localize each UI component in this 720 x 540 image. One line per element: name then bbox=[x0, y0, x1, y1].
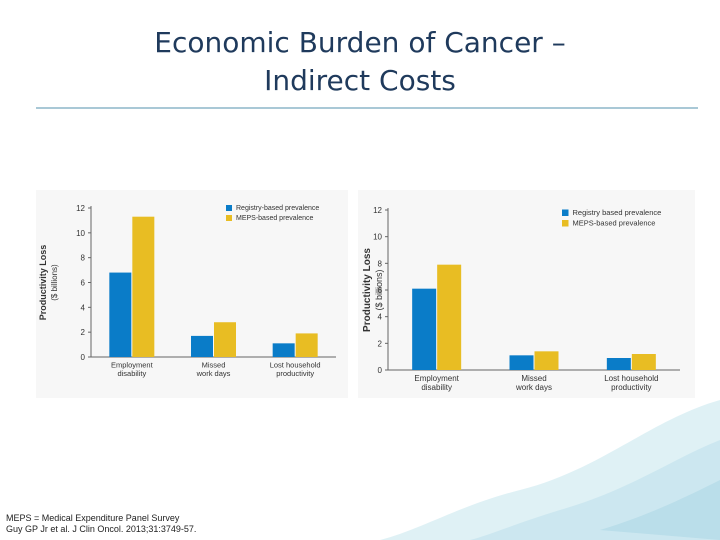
bar-meps bbox=[295, 333, 318, 357]
bar-registry bbox=[606, 358, 631, 370]
bar-meps bbox=[437, 264, 462, 370]
y-tick-label: 0 bbox=[378, 366, 383, 375]
bar-meps bbox=[214, 322, 236, 357]
bar-meps bbox=[631, 354, 656, 370]
x-category-label: Missed bbox=[202, 361, 226, 370]
y-tick-label: 10 bbox=[76, 229, 85, 238]
bar-chart-right-svg: 0 2 4 6 8 10 12 Productivity Loss ($ billions) Em… bbox=[362, 206, 680, 392]
y-tick-label: 6 bbox=[378, 286, 383, 295]
bar-chart-left-svg: 0 2 4 6 8 10 12 Productivity Loss ($ billions) Em… bbox=[38, 204, 336, 378]
legend-swatch bbox=[562, 220, 569, 227]
y-tick-label: 12 bbox=[373, 206, 382, 215]
chart-registry-vs-meps-right: 0 2 4 6 8 10 12 Productivity Loss ($ billions) Em… bbox=[358, 190, 695, 398]
legend-swatch bbox=[562, 209, 569, 216]
y-tick-label: 4 bbox=[378, 313, 383, 322]
bar-registry bbox=[191, 335, 213, 357]
x-category-label: disability bbox=[117, 369, 146, 378]
legend-label: MEPS-based prevalence bbox=[236, 215, 314, 222]
x-category-label: productivity bbox=[611, 383, 651, 392]
x-category-label: productivity bbox=[276, 369, 314, 378]
slide-title-line-1: Economic Burden of Cancer – bbox=[154, 26, 566, 59]
y-axis-unit-label: ($ billions) bbox=[50, 264, 59, 301]
y-tick-label: 0 bbox=[81, 353, 86, 362]
bar-registry bbox=[109, 272, 132, 357]
y-tick-label: 10 bbox=[373, 233, 382, 242]
legend-swatch bbox=[226, 205, 232, 211]
legend-swatch bbox=[226, 215, 232, 221]
y-tick-label: 2 bbox=[378, 339, 383, 348]
x-category-label: Employment bbox=[111, 361, 154, 370]
legend-label: Registry based prevalence bbox=[573, 208, 662, 217]
chart-registry-vs-meps-left: 0 2 4 6 8 10 12 Productivity Loss ($ billions) Em… bbox=[36, 190, 348, 398]
y-tick-label: 4 bbox=[81, 303, 86, 312]
y-axis-unit-label: ($ billions) bbox=[374, 269, 384, 310]
x-category-label: Missed bbox=[521, 374, 546, 383]
y-tick-label: 8 bbox=[378, 259, 383, 268]
y-axis-label: Productivity Loss bbox=[362, 248, 373, 332]
bar-meps bbox=[534, 351, 559, 370]
bar-registry bbox=[509, 355, 534, 370]
x-category-label: Lost household bbox=[270, 361, 321, 370]
x-category-label: disability bbox=[421, 383, 452, 392]
footnote: MEPS = Medical Expenditure Panel Survey … bbox=[6, 513, 196, 535]
footnote-abbreviation: MEPS = Medical Expenditure Panel Survey bbox=[6, 513, 180, 523]
legend-label: MEPS-based prevalence bbox=[573, 219, 656, 228]
y-tick-label: 2 bbox=[81, 328, 86, 337]
footnote-citation: Guy GP Jr et al. J Clin Oncol. 2013;31:3… bbox=[6, 524, 197, 534]
bar-registry bbox=[272, 343, 295, 357]
bar-registry bbox=[412, 288, 437, 370]
legend-label: Registry-based prevalence bbox=[236, 205, 319, 212]
y-tick-label: 6 bbox=[81, 279, 86, 288]
x-category-label: work days bbox=[515, 383, 552, 392]
x-category-label: Lost household bbox=[604, 374, 658, 383]
title-divider bbox=[36, 107, 698, 109]
slide-title-line-2: Indirect Costs bbox=[264, 64, 456, 97]
y-axis-label: Productivity Loss bbox=[38, 245, 48, 321]
x-category-label: Employment bbox=[414, 374, 459, 383]
y-tick-label: 8 bbox=[81, 254, 86, 263]
y-tick-label: 12 bbox=[76, 204, 85, 213]
x-category-label: work days bbox=[196, 369, 231, 378]
slide-title: Economic Burden of Cancer – Indirect Cos… bbox=[0, 24, 720, 100]
bar-meps bbox=[132, 216, 155, 357]
